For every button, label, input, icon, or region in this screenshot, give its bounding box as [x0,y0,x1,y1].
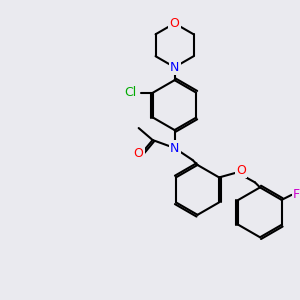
Text: N: N [170,142,179,154]
Text: O: O [236,164,246,177]
Text: F: F [293,188,300,201]
Text: Cl: Cl [124,86,136,99]
Text: O: O [134,148,144,160]
Text: O: O [169,17,179,30]
Text: N: N [170,61,179,74]
